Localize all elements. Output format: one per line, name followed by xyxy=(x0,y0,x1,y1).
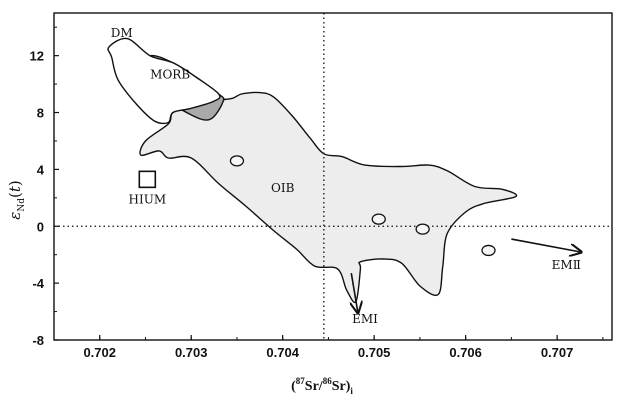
y-tick-label: 8 xyxy=(37,106,44,121)
x-tick-label: 0.706 xyxy=(449,345,482,360)
label-dm: DM xyxy=(111,26,133,40)
data-point-1 xyxy=(229,155,245,167)
svg-text:εNd(t): εNd(t) xyxy=(6,180,27,219)
markers-layer xyxy=(138,170,157,189)
plot-border xyxy=(53,12,613,341)
x-tick-label: 0.705 xyxy=(358,345,391,360)
label-morb: MORB xyxy=(150,67,190,81)
reference-lines xyxy=(54,13,612,340)
x-axis-title: (87Sr/86Sr)i xyxy=(291,376,353,396)
data-point-3 xyxy=(415,223,430,235)
plot-frame xyxy=(53,12,613,341)
y-tick-label: -4 xyxy=(32,276,44,291)
data-point-4 xyxy=(481,244,496,257)
region-oib xyxy=(139,91,518,304)
y-tick-label: -8 xyxy=(32,333,44,348)
y-tick-label: 4 xyxy=(37,162,45,177)
label-hium: HIUM xyxy=(129,193,167,207)
label-em1: EMⅠ xyxy=(352,312,378,326)
arrows-layer xyxy=(351,238,580,312)
x-tick-label: 0.704 xyxy=(266,345,299,360)
x-tick-label: 0.707 xyxy=(541,345,574,360)
label-em2: EMⅡ xyxy=(552,258,581,272)
region-layer xyxy=(107,37,518,304)
data-point-2 xyxy=(371,213,386,225)
arrow-em2 xyxy=(511,238,580,252)
y-tick-label: 0 xyxy=(37,219,44,234)
x-tick-label: 0.702 xyxy=(83,345,116,360)
y-tick-label: 12 xyxy=(30,49,44,64)
label-oib: OIB xyxy=(271,181,295,195)
x-tick-label: 0.703 xyxy=(175,345,208,360)
svg-text:(87Sr/86Sr)i: (87Sr/86Sr)i xyxy=(291,376,353,396)
y-axis: -8 -4 0 4 8 12 xyxy=(30,26,59,348)
data-points xyxy=(229,155,496,257)
hium-box-marker xyxy=(138,170,157,189)
arrow-em1 xyxy=(351,273,357,311)
region-labels: DM MORB OIB HIUM EMⅠ EMⅡ xyxy=(111,26,581,326)
y-axis-title: εNd(t) xyxy=(6,180,27,219)
region-dm xyxy=(107,37,221,125)
x-axis: 0.702 0.703 0.704 0.705 0.706 0.707 xyxy=(53,335,604,360)
